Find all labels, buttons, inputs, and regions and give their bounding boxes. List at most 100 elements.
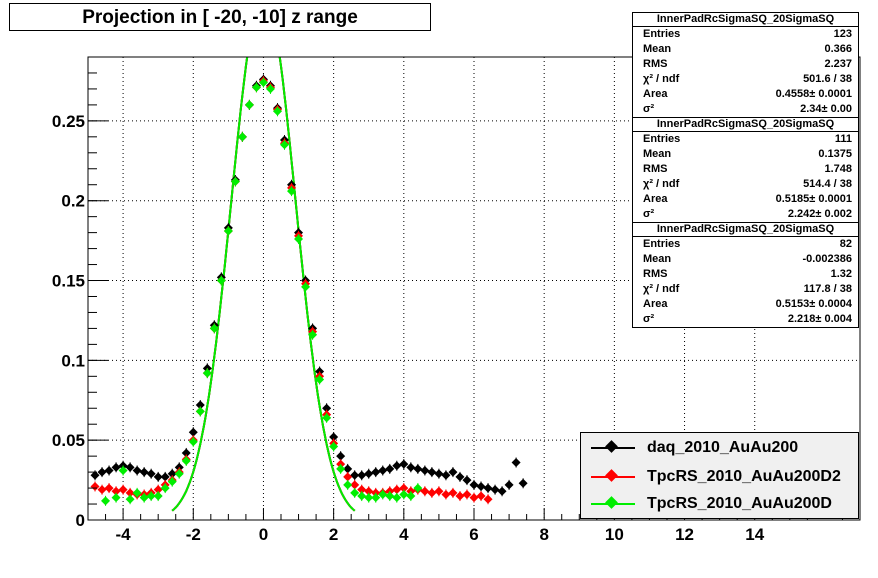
data-point xyxy=(336,451,346,461)
data-point xyxy=(308,330,318,340)
data-point xyxy=(392,485,402,495)
x-tick-label: 6 xyxy=(469,525,478,544)
data-point xyxy=(160,472,170,482)
data-point xyxy=(101,496,111,506)
data-point xyxy=(427,467,437,477)
stats-row-chi2: χ² / ndf 117.8 / 38 xyxy=(643,283,852,295)
stats-row-mean: Mean -0.002386 xyxy=(643,253,852,265)
data-point xyxy=(280,140,290,150)
stats-row-area: Area 0.5153± 0.0004 xyxy=(643,298,852,310)
data-point xyxy=(97,467,107,477)
legend-label: daq_2010_AuAu200 xyxy=(647,439,799,456)
data-point xyxy=(301,282,311,292)
data-point xyxy=(111,486,121,496)
stats-row-rms: RMS 1.748 xyxy=(643,163,852,175)
data-point xyxy=(427,488,437,498)
data-point xyxy=(378,489,388,499)
data-point xyxy=(272,106,282,116)
data-point xyxy=(104,466,114,476)
data-point xyxy=(469,493,479,503)
data-point xyxy=(490,485,500,495)
data-point xyxy=(392,461,402,471)
data-point xyxy=(216,276,226,286)
diamond-marker-icon xyxy=(605,440,618,453)
data-point xyxy=(287,186,297,196)
data-point xyxy=(385,491,395,501)
data-point xyxy=(118,485,128,495)
data-point xyxy=(336,464,346,474)
data-point xyxy=(364,486,374,496)
legend-item-tpcrs-d2: TpcRS_2010_AuAu200D2 xyxy=(581,464,860,491)
data-point xyxy=(350,480,360,490)
data-point xyxy=(406,462,416,472)
data-point xyxy=(434,486,444,496)
data-point xyxy=(146,469,156,479)
legend-item-daq: daq_2010_AuAu200 xyxy=(581,435,860,462)
legend-label: TpcRS_2010_AuAu200D xyxy=(647,495,832,512)
y-tick-label: 0.2 xyxy=(61,192,85,211)
data-point xyxy=(195,400,205,410)
data-point xyxy=(251,82,261,92)
stats-row-area: Area 0.4558± 0.0001 xyxy=(643,88,852,100)
data-point xyxy=(329,442,339,452)
data-point xyxy=(518,478,528,488)
y-axis: 0 0.05 0.1 0.15 0.2 0.25 xyxy=(52,72,108,530)
data-point xyxy=(343,480,353,490)
x-tick-label: 12 xyxy=(675,525,694,544)
data-point xyxy=(399,483,409,493)
y-tick-label: 0.25 xyxy=(52,112,85,131)
stats-header: InnerPadRcSigmaSQ_20SigmaSQ xyxy=(633,13,858,27)
x-tick-label: 4 xyxy=(399,525,409,544)
data-point xyxy=(111,462,121,472)
data-point xyxy=(357,485,367,495)
data-point xyxy=(111,493,121,503)
stats-row-sigma: σ² 2.34± 0.00 xyxy=(643,103,852,115)
data-point xyxy=(371,467,381,477)
data-point xyxy=(371,493,381,503)
data-point xyxy=(462,475,472,485)
data-point xyxy=(448,467,458,477)
data-point xyxy=(483,494,493,504)
data-point xyxy=(476,481,486,491)
data-point xyxy=(441,489,451,499)
data-point xyxy=(364,493,374,503)
data-point xyxy=(258,78,268,88)
stats-row-entries: Entries 82 xyxy=(643,238,852,250)
data-point xyxy=(146,491,156,501)
y-tick-label: 0.05 xyxy=(52,431,85,450)
data-point xyxy=(104,483,114,493)
data-point xyxy=(343,472,353,482)
data-point xyxy=(153,472,163,482)
data-point xyxy=(385,464,395,474)
data-point xyxy=(497,486,507,496)
data-point xyxy=(413,464,423,474)
data-point xyxy=(350,470,360,480)
data-point xyxy=(413,483,423,493)
data-markers xyxy=(90,74,528,506)
x-tick-label: 14 xyxy=(745,525,764,544)
fit-curve xyxy=(171,57,356,512)
fit-curves xyxy=(171,57,356,512)
data-point xyxy=(90,470,100,480)
stats-row-area: Area 0.5185± 0.0001 xyxy=(643,193,852,205)
data-point xyxy=(97,485,107,495)
data-point xyxy=(378,466,388,476)
data-point xyxy=(209,323,219,333)
data-point xyxy=(118,466,128,476)
y-tick-label: 0.1 xyxy=(61,351,85,370)
x-axis: -4 -2 0 2 4 6 8 10 12 14 xyxy=(105,508,843,544)
data-point xyxy=(181,448,191,458)
stats-row-mean: Mean 0.1375 xyxy=(643,148,852,160)
x-tick-label: 2 xyxy=(329,525,338,544)
data-point xyxy=(392,493,402,503)
legend-label: TpcRS_2010_AuAu200D2 xyxy=(647,468,841,485)
data-point xyxy=(322,403,332,413)
stats-row-sigma: σ² 2.218± 0.004 xyxy=(643,313,852,325)
data-point xyxy=(244,100,254,110)
data-point xyxy=(462,489,472,499)
data-point xyxy=(153,491,163,501)
legend-item-tpcrs-d: TpcRS_2010_AuAu200D xyxy=(581,491,860,518)
data-point xyxy=(223,226,233,236)
data-point xyxy=(448,488,458,498)
